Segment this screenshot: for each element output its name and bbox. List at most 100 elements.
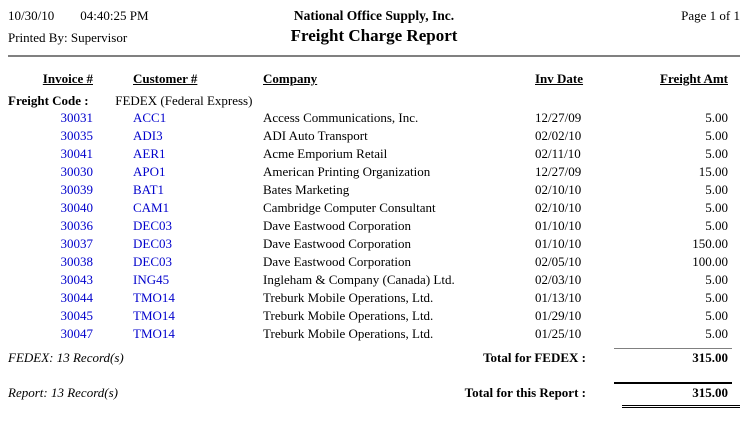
invoice-link[interactable]: 30043 [60,272,94,287]
freight-amt-cell: 5.00 [705,272,728,287]
invoice-link[interactable]: 30041 [60,146,94,161]
freight-code-label: Freight Code : [8,93,89,108]
column-header-company: Company [263,71,318,86]
freight-amt-cell: 5.00 [705,326,728,341]
invoice-link[interactable]: 30038 [60,254,94,269]
freight-amt-cell: 150.00 [692,236,728,251]
print-time: 04:40:25 PM [80,8,149,23]
report-total-label: Total for this Report : [464,385,586,400]
invoice-link[interactable]: 30030 [60,164,94,179]
report-total-value: 315.00 [614,382,732,401]
customer-link[interactable]: DEC03 [133,218,172,233]
group-record-count: FEDEX: 13 Record(s) [8,350,124,365]
customer-link[interactable]: BAT1 [133,182,165,197]
company-cell: Treburk Mobile Operations, Ltd. [263,326,434,341]
freight-amt-cell: 5.00 [705,200,728,215]
inv-date-cell: 01/13/10 [535,290,582,305]
table-body: 30031 ACC1 Access Communications, Inc. 1… [8,110,740,344]
freight-code-value: FEDEX (Federal Express) [115,93,253,108]
printed-by-label: Printed By: Supervisor [8,30,128,45]
company-cell: Treburk Mobile Operations, Ltd. [263,290,434,305]
invoice-link[interactable]: 30045 [60,308,94,323]
page-number: Page 1 of 1 [681,8,740,23]
inv-date-cell: 12/27/09 [535,164,582,179]
column-header-customer: Customer # [133,71,198,86]
invoice-link[interactable]: 30040 [60,200,94,215]
company-cell: Acme Emporium Retail [263,146,388,161]
invoice-link[interactable]: 30044 [60,290,94,305]
invoice-link[interactable]: 30039 [60,182,94,197]
customer-link[interactable]: TMO14 [133,290,175,305]
inv-date-cell: 02/03/10 [535,272,582,287]
company-cell: Dave Eastwood Corporation [263,254,412,269]
company-cell: Cambridge Computer Consultant [263,200,436,215]
inv-date-cell: 02/10/10 [535,182,582,197]
freight-code-line: Freight Code : FEDEX (Federal Express) [8,93,740,110]
customer-link[interactable]: DEC03 [133,236,172,251]
table-row: 30035 ADI3 ADI Auto Transport 02/02/10 5… [8,128,740,146]
table-row: 30044 TMO14 Treburk Mobile Operations, L… [8,290,740,308]
invoice-link[interactable]: 30035 [60,128,94,143]
freight-amt-cell: 5.00 [705,146,728,161]
invoice-link[interactable]: 30047 [60,326,94,341]
inv-date-cell: 01/29/10 [535,308,582,323]
invoice-link[interactable]: 30031 [60,110,94,125]
group-total-value: 315.00 [614,348,732,366]
table-row: 30043 ING45 Ingleham & Company (Canada) … [8,272,740,290]
table-row: 30045 TMO14 Treburk Mobile Operations, L… [8,308,740,326]
header-row: Invoice # Customer # Company Inv Date Fr… [8,71,740,93]
invoice-link[interactable]: 30036 [60,218,94,233]
company-name: National Office Supply, Inc. [293,8,455,23]
company-cell: Ingleham & Company (Canada) Ltd. [263,272,455,287]
grand-total-double-rule [622,405,740,408]
report-total: Total for this Report : 315.00 [465,382,732,401]
table-row: 30031 ACC1 Access Communications, Inc. 1… [8,110,740,128]
invoice-link[interactable]: 30037 [60,236,94,251]
table-row: 30038 DEC03 Dave Eastwood Corporation 02… [8,254,740,272]
freight-amt-cell: 5.00 [705,308,728,323]
freight-amt-cell: 5.00 [705,182,728,197]
inv-date-cell: 02/05/10 [535,254,582,269]
company-cell: American Printing Organization [263,164,431,179]
customer-link[interactable]: ACC1 [133,110,167,125]
header-center: National Office Supply, Inc. Freight Cha… [198,8,550,46]
header-divider [8,55,740,57]
company-cell: Bates Marketing [263,182,350,197]
table-header: Invoice # Customer # Company Inv Date Fr… [8,71,740,110]
inv-date-cell: 12/27/09 [535,110,582,125]
group-total: Total for FEDEX : 315.00 [483,348,732,366]
inv-date-cell: 01/10/10 [535,236,582,251]
column-header-freight-amt: Freight Amt [660,71,728,86]
report-record-count: Report: 13 Record(s) [8,385,118,400]
report-title: Freight Charge Report [290,26,458,45]
inv-date-cell: 02/11/10 [535,146,581,161]
customer-link[interactable]: AER1 [133,146,166,161]
table-row: 30047 TMO14 Treburk Mobile Operations, L… [8,326,740,344]
customer-link[interactable]: DEC03 [133,254,172,269]
table-row: 30030 APO1 American Printing Organizatio… [8,164,740,182]
customer-link[interactable]: APO1 [133,164,166,179]
freight-amt-cell: 15.00 [698,164,728,179]
customer-link[interactable]: TMO14 [133,326,175,341]
header-left: 10/30/10 04:40:25 PM Printed By: Supervi… [8,8,198,46]
freight-amt-cell: 100.00 [692,254,728,269]
print-date: 10/30/10 [8,8,55,23]
table-row: 30040 CAM1 Cambridge Computer Consultant… [8,200,740,218]
group-total-label: Total for FEDEX : [483,350,586,365]
customer-link[interactable]: ADI3 [133,128,163,143]
company-cell: Dave Eastwood Corporation [263,236,412,251]
freight-amt-cell: 5.00 [705,110,728,125]
freight-amt-cell: 5.00 [705,218,728,233]
inv-date-cell: 02/02/10 [535,128,582,143]
company-cell: ADI Auto Transport [263,128,368,143]
inv-date-cell: 02/10/10 [535,200,582,215]
table-row: 30039 BAT1 Bates Marketing 02/10/10 5.00 [8,182,740,200]
group-footer: FEDEX: 13 Record(s) Total for FEDEX : 31… [8,348,732,366]
freight-code-group-header: Freight Code : FEDEX (Federal Express) [8,93,740,110]
customer-link[interactable]: ING45 [133,272,170,287]
customer-link[interactable]: TMO14 [133,308,175,323]
customer-link[interactable]: CAM1 [133,200,170,215]
inv-date-cell: 01/25/10 [535,326,582,341]
freight-amt-cell: 5.00 [705,290,728,305]
